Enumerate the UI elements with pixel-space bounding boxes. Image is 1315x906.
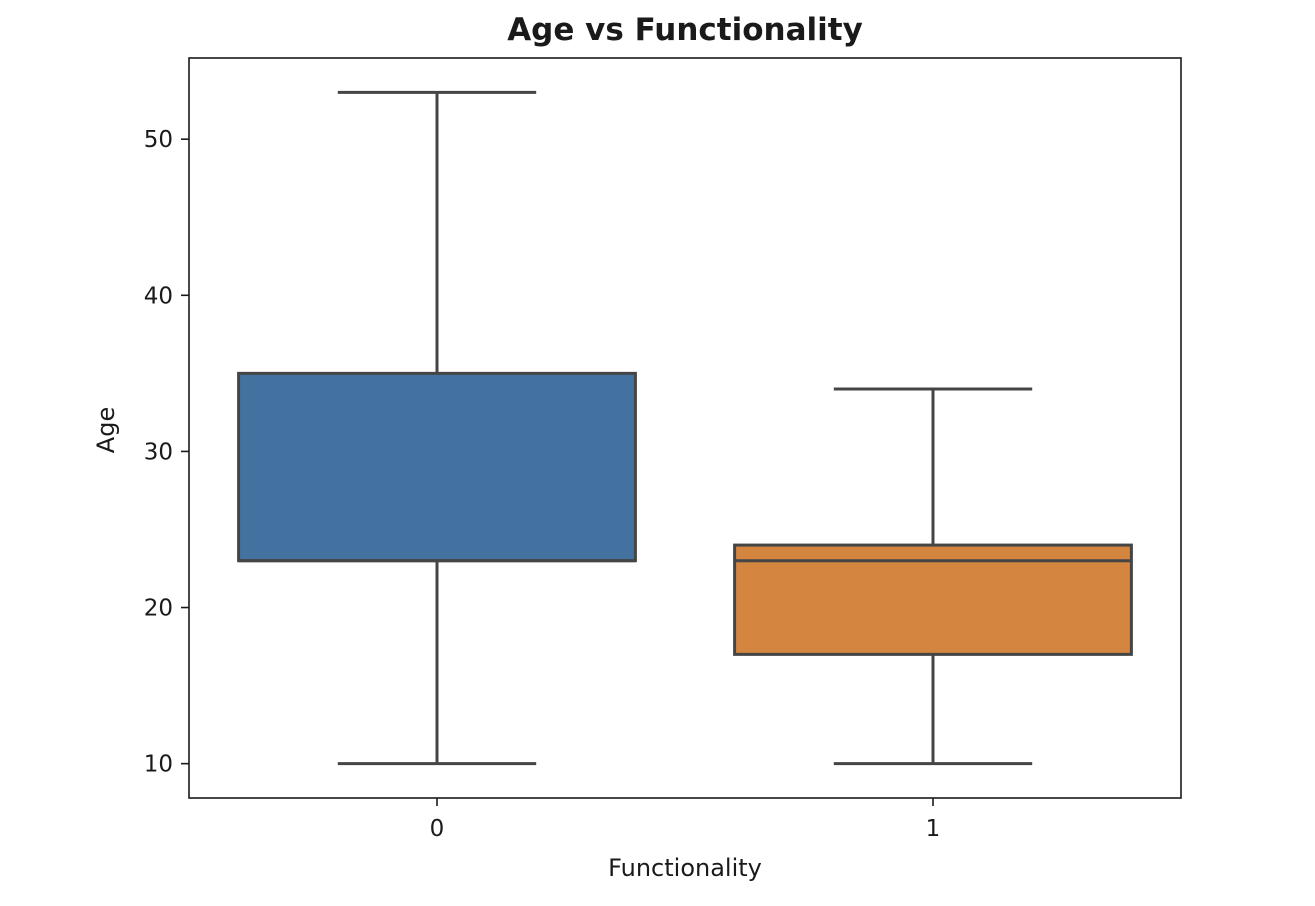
y-tick-label: 10 — [144, 752, 173, 778]
plot-frame — [188, 57, 1182, 799]
box-1 — [733, 543, 1133, 656]
y-tick-label: 20 — [144, 596, 173, 622]
boxes-layer — [237, 90, 1133, 766]
x-tick-label: 1 — [926, 816, 941, 842]
y-tick-label: 30 — [144, 439, 173, 465]
y-tick-label: 50 — [144, 127, 173, 153]
box-0 — [237, 371, 637, 563]
y-axis: 10 20 30 40 50 — [144, 127, 189, 778]
x-tick-label: 0 — [430, 816, 445, 842]
x-axis-label: Functionality — [608, 854, 762, 882]
box-group-1 — [733, 387, 1133, 766]
box-group-0 — [237, 90, 637, 766]
y-tick-label: 40 — [144, 283, 173, 309]
y-axis-label: Age — [92, 407, 120, 453]
chart-title: Age vs Functionality — [507, 12, 863, 48]
